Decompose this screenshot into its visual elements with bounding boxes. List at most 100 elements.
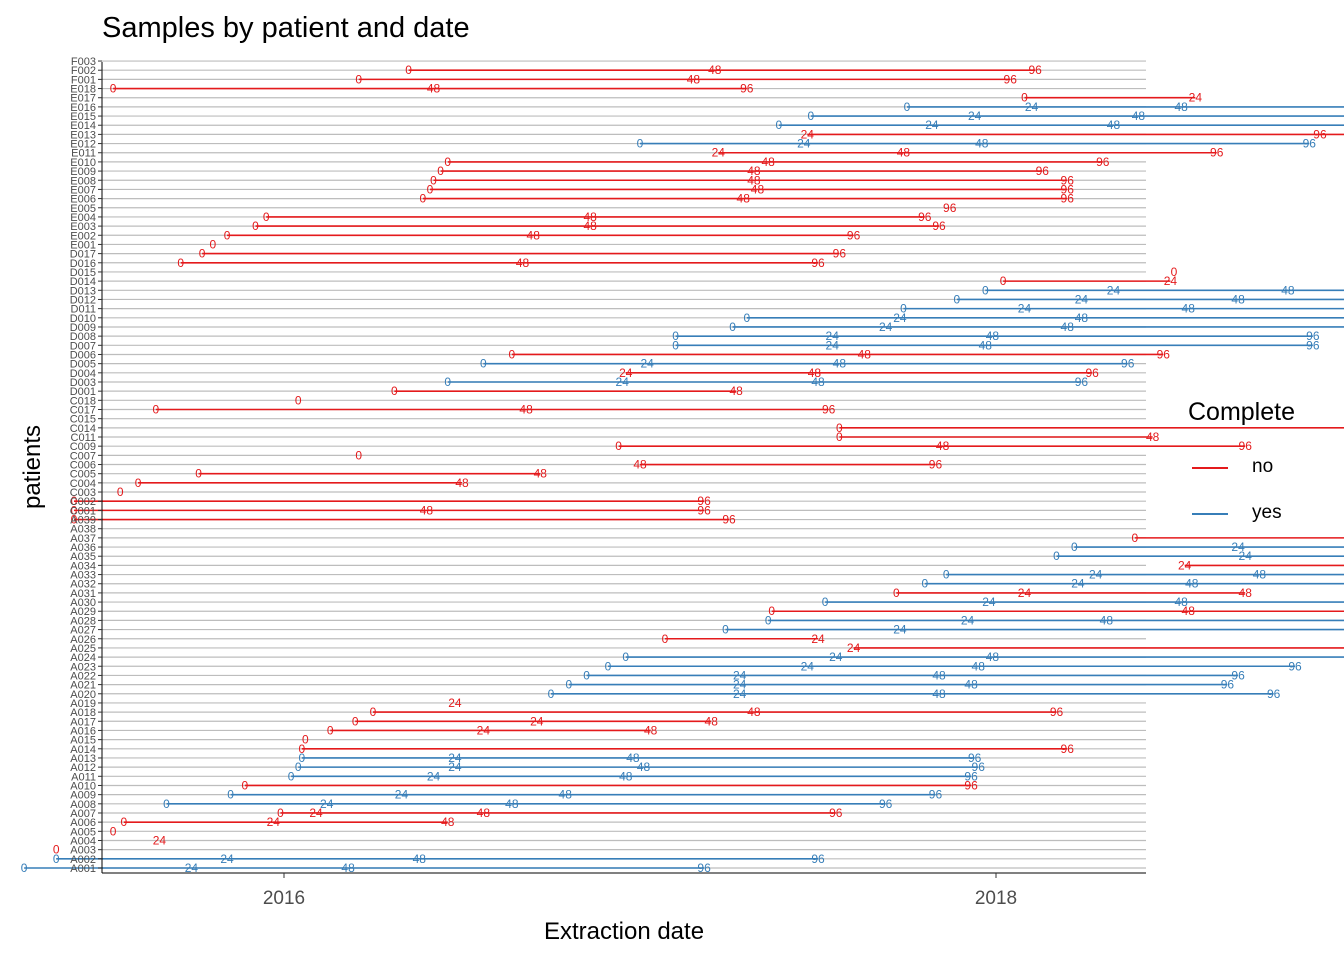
y-tick-label: A038: [70, 524, 96, 536]
sample-label: 0: [836, 430, 843, 444]
y-tick-label: A030: [70, 597, 96, 609]
sample-label: 48: [751, 182, 765, 196]
sample-label: 24: [1071, 577, 1085, 591]
y-tick-label: F003: [71, 56, 96, 68]
y-tick-label: C014: [70, 423, 96, 435]
sample-label: 48: [1231, 292, 1245, 306]
x-axis-title: Extraction date: [544, 918, 704, 945]
y-tick-label: A012: [70, 762, 96, 774]
sample-label: 0: [295, 393, 302, 407]
sample-label: 48: [932, 687, 946, 701]
sample-label: 24: [448, 751, 462, 765]
y-tick-label: E014: [70, 120, 96, 132]
sample-label: 24: [448, 696, 462, 710]
sample-label: 0: [508, 347, 515, 361]
y-tick-label: C007: [70, 450, 96, 462]
y-tick-label: C009: [70, 441, 96, 453]
sample-label: 24: [220, 852, 234, 866]
sample-label: 0: [430, 173, 437, 187]
x-tick-label: 2018: [975, 888, 1017, 909]
sample-label: 48: [477, 806, 491, 820]
sample-label: 0: [615, 439, 622, 453]
sample-label: 24: [733, 687, 747, 701]
y-tick-label: A008: [70, 799, 96, 811]
sample-label: 48: [761, 155, 775, 169]
sample-label: 24: [427, 769, 441, 783]
sample-label: 0: [110, 824, 117, 838]
sample-label: 0: [672, 329, 679, 343]
sample-label: 48: [737, 192, 751, 206]
sample-label: 48: [505, 797, 519, 811]
sample-label: 0: [480, 357, 487, 371]
y-tick-label: E001: [70, 239, 96, 251]
sample-label: 48: [1174, 595, 1188, 609]
sample-label: 96: [1085, 366, 1099, 380]
y-tick-label: C002: [70, 496, 96, 508]
y-tick-label: A036: [70, 542, 96, 554]
sample-label: 24: [801, 127, 815, 141]
sample-label: 0: [768, 604, 775, 618]
sample-label: 0: [295, 760, 302, 774]
sample-label: 0: [298, 751, 305, 765]
sample-label: 48: [559, 788, 573, 802]
sample-label: 24: [826, 329, 840, 343]
sample-label: 0: [548, 687, 555, 701]
sample-label: 48: [936, 439, 950, 453]
y-tick-label: C005: [70, 469, 96, 481]
y-tick-label: A037: [70, 533, 96, 545]
sample-label: 96: [1306, 338, 1320, 352]
sample-label: 0: [288, 769, 295, 783]
sample-label: 48: [583, 219, 597, 233]
y-tick-label: A002: [70, 854, 96, 866]
sample-label: 0: [252, 219, 259, 233]
sample-label: 48: [413, 852, 427, 866]
sample-label: 0: [672, 338, 679, 352]
y-tick-label: A010: [70, 780, 96, 792]
y-tick-label: C004: [70, 478, 96, 490]
sample-label: 0: [437, 164, 444, 178]
y-tick-label: C015: [70, 414, 96, 426]
sample-label: 0: [921, 577, 928, 591]
y-tick-label: A005: [70, 826, 96, 838]
sample-label: 48: [972, 659, 986, 673]
sample-label: 96: [740, 82, 754, 96]
sample-label: 48: [516, 256, 530, 270]
sample-label: 96: [1036, 164, 1050, 178]
sample-label: 96: [929, 788, 943, 802]
sample-label: 96: [1313, 127, 1327, 141]
sample-label: 48: [455, 476, 469, 490]
y-tick-label: A024: [70, 652, 96, 664]
sample-label: 96: [964, 778, 978, 792]
y-tick-label: D017: [70, 249, 96, 261]
y-tick-label: C018: [70, 395, 96, 407]
y-tick-label: D001: [70, 386, 96, 398]
y-tick-label: A022: [70, 670, 96, 682]
sample-label: 96: [829, 806, 843, 820]
sample-label: 0: [943, 568, 950, 582]
sample-label: 24: [1075, 292, 1089, 306]
y-tick-label: E006: [70, 194, 96, 206]
sample-label: 0: [1021, 91, 1028, 105]
sample-label: 0: [263, 210, 270, 224]
sample-label: 24: [712, 146, 726, 160]
sample-label: 24: [153, 833, 167, 847]
sample-label: 0: [583, 668, 590, 682]
sample-label: 0: [370, 705, 377, 719]
sample-label: 48: [1253, 568, 1267, 582]
grid-lines: [102, 60, 1146, 869]
sample-label: 96: [1004, 72, 1018, 86]
y-tick-label: D004: [70, 368, 96, 380]
sample-label: 0: [605, 659, 612, 673]
y-tick-label: A016: [70, 725, 96, 737]
y-tick-label: A039: [70, 515, 96, 527]
y-tick-label: A031: [70, 588, 96, 600]
sample-label: 0: [900, 302, 907, 316]
sample-label: 96: [847, 228, 861, 242]
sample-label: 96: [811, 852, 825, 866]
y-tick-label: A015: [70, 735, 96, 747]
sample-label: 96: [811, 256, 825, 270]
sample-label: 24: [1018, 302, 1032, 316]
y-tick-label: C011: [71, 432, 96, 444]
sample-label: 0: [120, 815, 127, 829]
